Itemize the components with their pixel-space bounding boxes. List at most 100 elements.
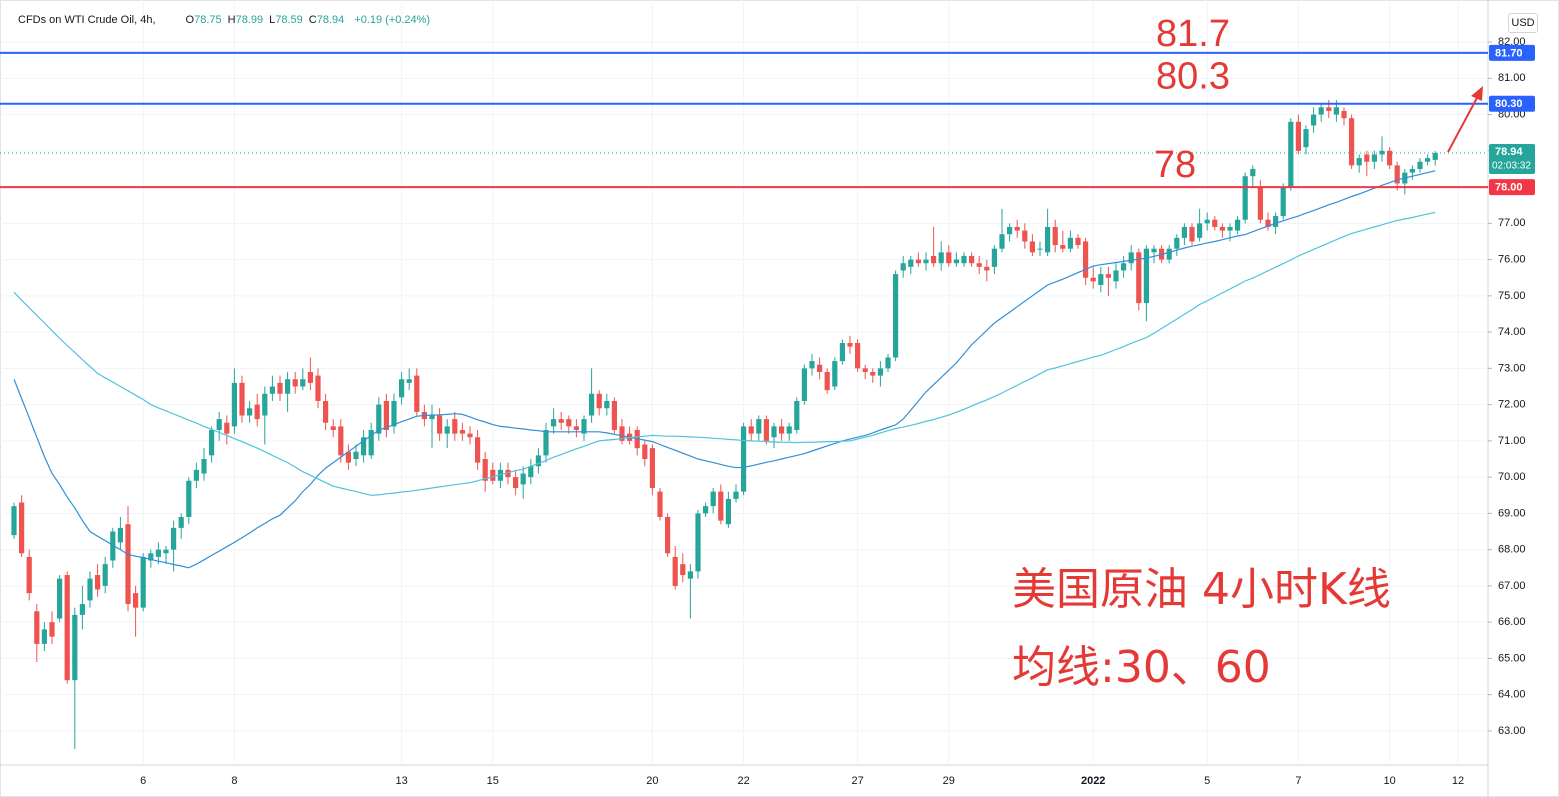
symbol-header: CFDs on WTI Crude Oil, 4h, O78.75 H78.99 L7…: [18, 14, 436, 26]
candle-body: [885, 357, 891, 369]
candle-body: [809, 361, 815, 369]
annotation: 美国原油 4小时K线: [1012, 564, 1391, 615]
x-tick-label: 15: [487, 775, 499, 787]
candle-body: [589, 393, 595, 416]
candle-body: [893, 274, 899, 358]
candle-body: [657, 491, 663, 518]
candle-body: [1197, 223, 1203, 238]
candle-body: [1022, 230, 1028, 242]
candle-body: [794, 400, 800, 430]
candle-body: [596, 393, 602, 409]
candle-body: [262, 393, 268, 416]
ohlc-value: 78.59: [275, 14, 303, 26]
candle-body: [1113, 270, 1119, 282]
candle-body: [619, 426, 625, 441]
candle-body: [1425, 158, 1431, 162]
candle-body: [1098, 274, 1104, 285]
candle-body: [34, 611, 40, 644]
y-tick-label: 67.00: [1498, 580, 1526, 592]
candle-body: [490, 469, 496, 481]
level-annotation: 80.3: [1156, 56, 1230, 98]
candle-body: [817, 364, 823, 372]
candle-body: [140, 556, 146, 608]
candle-body: [1409, 168, 1415, 173]
candle-body: [961, 255, 967, 264]
candle-body: [300, 379, 306, 387]
candle-body: [452, 419, 458, 434]
candle-body: [201, 459, 207, 474]
candle-body: [353, 451, 359, 459]
candle-body: [72, 614, 78, 681]
candle-body: [193, 469, 199, 481]
candle-body: [1265, 219, 1271, 227]
y-tick-label: 72.00: [1498, 399, 1526, 411]
candle-body: [1394, 165, 1400, 184]
candle-body: [57, 578, 63, 619]
x-tick-label: 12: [1452, 775, 1464, 787]
candle-body: [1052, 226, 1058, 246]
level-label-box: [1489, 95, 1535, 112]
moving-average-line: [13, 170, 1436, 569]
candle-body: [710, 491, 716, 507]
candle-body: [581, 419, 587, 434]
candle-body: [946, 252, 952, 264]
candle-body: [231, 382, 237, 427]
candle-body: [186, 480, 192, 518]
candle-body: [171, 527, 177, 550]
candle-body: [1007, 226, 1013, 235]
x-tick-label: 6: [140, 775, 146, 787]
candle-body: [551, 419, 557, 427]
candle-body: [1219, 226, 1225, 231]
y-tick-label: 74.00: [1498, 326, 1526, 338]
y-tick-label: 75.00: [1498, 290, 1526, 302]
candle-body: [1303, 129, 1309, 148]
candle-body: [604, 400, 610, 409]
candle-body: [931, 255, 937, 264]
candle-body: [991, 248, 997, 267]
level-label: 78.00: [1495, 181, 1523, 193]
candle-body: [87, 578, 93, 601]
candle-body: [969, 255, 975, 264]
candle-body: [870, 371, 876, 376]
candle-body: [1257, 187, 1263, 220]
candle-body: [718, 491, 724, 521]
candle-body: [1029, 241, 1035, 253]
candle-body: [467, 433, 473, 438]
candle-body: [475, 437, 481, 463]
candle-body: [1242, 176, 1248, 220]
candle-body: [376, 404, 382, 434]
candle-body: [672, 556, 678, 586]
candle-body: [361, 437, 367, 456]
candle-body: [1204, 219, 1210, 224]
candle-body: [543, 429, 549, 456]
candle-body: [900, 263, 906, 271]
candle-body: [330, 426, 336, 430]
candle-body: [1311, 114, 1317, 126]
candle-body: [839, 342, 845, 362]
candle-body: [1432, 153, 1438, 160]
candle-body: [566, 419, 572, 427]
candle-body: [1181, 226, 1187, 238]
x-tick-label: 20: [646, 775, 658, 787]
candle-body: [725, 498, 731, 525]
overlay: 63.00 64.00 65.00 66.00 67.00 68.00 69.00 70.00…: [0, 13, 1535, 787]
candle-body: [1341, 110, 1347, 119]
candle-body: [79, 604, 85, 615]
candle-body: [383, 400, 389, 430]
level-label: 81.70: [1495, 47, 1523, 59]
candle-body: [117, 527, 123, 543]
y-tick-label: 64.00: [1498, 689, 1526, 701]
candle-body: [756, 419, 762, 434]
y-tick-label: 71.00: [1498, 435, 1526, 447]
candle-body: [277, 382, 283, 394]
candle-body: [786, 426, 792, 434]
currency-button[interactable]: USD: [1508, 13, 1538, 33]
candle-body: [763, 419, 769, 441]
candle-body: [1288, 121, 1294, 188]
candle-body: [178, 517, 184, 528]
level-label: 80.30: [1495, 98, 1523, 110]
candle-body: [247, 408, 253, 416]
y-tick-label: 70.00: [1498, 471, 1526, 483]
candle-body: [49, 622, 55, 637]
